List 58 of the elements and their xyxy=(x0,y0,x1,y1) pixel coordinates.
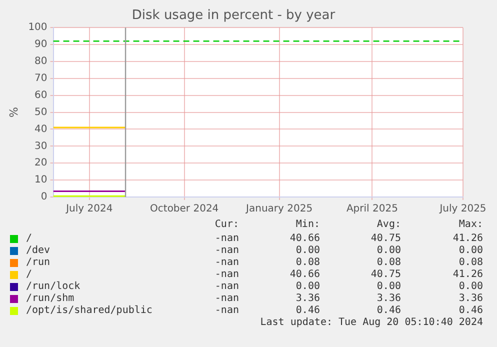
text: -nan xyxy=(214,245,239,257)
legend-label: /dev xyxy=(26,245,50,257)
y-tick-label: 0 xyxy=(40,192,48,203)
x-tick-label: October 2024 xyxy=(150,204,219,215)
y-tick-label: 90 xyxy=(34,39,48,50)
y-tick-label: 20 xyxy=(34,158,48,169)
text: 40.75 xyxy=(370,233,401,245)
text: Max: xyxy=(458,219,483,231)
text: 0.46 xyxy=(376,305,401,317)
text: -nan xyxy=(214,305,239,317)
text: 3.36 xyxy=(296,293,320,305)
x-tick-label: July 2024 xyxy=(65,204,113,215)
text: 0.00 xyxy=(458,281,483,293)
text: 0.00 xyxy=(296,245,320,257)
text: Cur: xyxy=(214,219,239,231)
legend-label: /opt/is/shared/public xyxy=(26,305,152,317)
text: 0.08 xyxy=(376,257,401,269)
text: 0.00 xyxy=(458,245,483,257)
text: -nan xyxy=(214,293,239,305)
y-tick-label: 80 xyxy=(34,56,48,68)
text: 41.26 xyxy=(452,233,483,245)
text: 40.66 xyxy=(290,233,320,245)
text: 0.00 xyxy=(376,281,401,293)
text: -nan xyxy=(214,269,239,281)
x-tick-label: January 2025 xyxy=(245,204,313,215)
legend-label: / xyxy=(26,233,32,245)
text: 3.36 xyxy=(376,293,401,305)
text: -nan xyxy=(214,233,239,245)
y-axis-title: % xyxy=(7,107,20,118)
y-tick-label: 40 xyxy=(34,124,48,135)
text: 40.66 xyxy=(290,269,320,281)
legend-label: / xyxy=(26,269,32,281)
text: -nan xyxy=(214,257,239,269)
x-tick-label: April 2025 xyxy=(346,204,398,215)
chart-title: Disk usage in percent - by year xyxy=(132,8,336,24)
text: -nan xyxy=(214,281,239,293)
text: 40.75 xyxy=(370,269,401,281)
text: 0.08 xyxy=(458,257,483,269)
y-tick-label: 60 xyxy=(34,90,48,101)
legend-label: /run/lock xyxy=(26,281,80,293)
text: 0.08 xyxy=(296,257,320,269)
text: 0.00 xyxy=(296,281,320,293)
legend-label: /run/shm xyxy=(26,293,74,305)
text: 0.46 xyxy=(296,305,320,317)
text: 0.00 xyxy=(376,245,401,257)
y-tick-label: 50 xyxy=(34,106,48,118)
text: Last update: Tue Aug 20 05:10:40 2024 xyxy=(260,317,483,329)
y-tick-label: 10 xyxy=(34,174,48,186)
y-tick-label: 100 xyxy=(28,22,48,34)
y-tick-label: 30 xyxy=(34,140,48,152)
x-tick-label: July 2025 xyxy=(438,204,486,215)
legend-label: /run xyxy=(26,257,50,269)
y-tick-label: 70 xyxy=(34,73,48,84)
text: Min: xyxy=(296,219,320,231)
text: Avg: xyxy=(376,219,401,231)
text: 0.46 xyxy=(458,305,483,317)
text: 3.36 xyxy=(458,293,483,305)
text: 41.26 xyxy=(452,269,483,281)
